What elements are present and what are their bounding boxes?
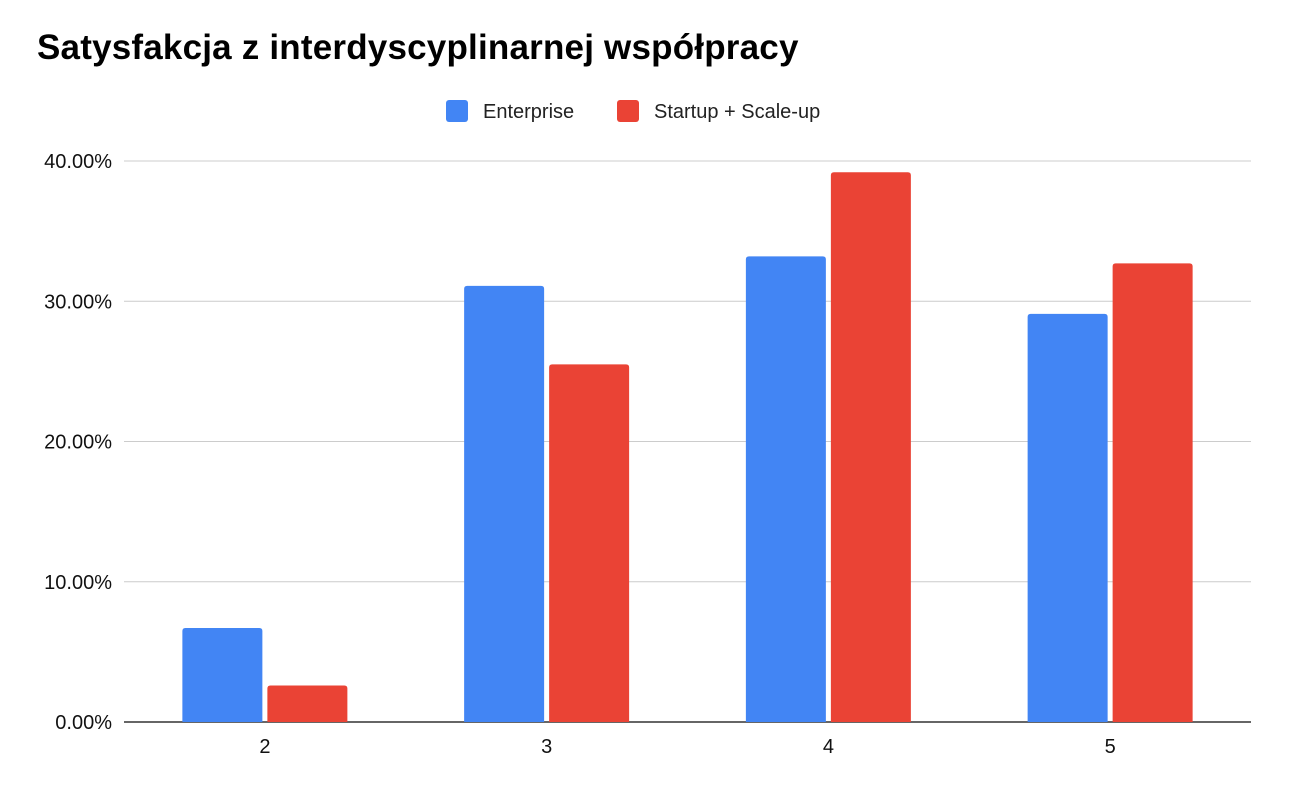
y-tick-label: 20.00%	[44, 432, 112, 454]
bars	[182, 172, 1193, 723]
x-tick-label: 5	[1105, 736, 1116, 758]
bar-startup-scale-up-2	[267, 685, 348, 722]
y-tick-label: 10.00%	[44, 572, 112, 594]
legend: Enterprise Startup + Scale-up	[446, 100, 820, 123]
chart-title: Satysfakcja z interdyscyplinarnej współp…	[37, 28, 799, 67]
y-tick-label: 30.00%	[44, 291, 112, 313]
legend-swatch	[446, 100, 468, 122]
legend-label: Startup + Scale-up	[654, 101, 820, 123]
bar-startup-scale-up-4	[830, 172, 911, 723]
bar-startup-scale-up-5	[1112, 263, 1193, 722]
y-tick-label: 0.00%	[55, 712, 112, 734]
bar-startup-scale-up-3	[549, 364, 630, 722]
x-tick-label: 2	[259, 736, 270, 758]
bar-enterprise-2	[182, 628, 263, 722]
bar-enterprise-4	[745, 256, 826, 722]
legend-label: Enterprise	[483, 101, 574, 123]
x-tick-label: 4	[823, 736, 834, 758]
legend-swatch	[617, 100, 639, 122]
x-tick-label: 3	[541, 736, 552, 758]
y-tick-label: 40.00%	[44, 151, 112, 173]
y-axis-tick-labels: 0.00% 10.00% 20.00% 30.00% 40.00%	[44, 151, 112, 734]
bar-enterprise-5	[1027, 313, 1108, 722]
bar-enterprise-3	[464, 285, 545, 722]
x-axis-tick-labels: 2 3 4 5	[259, 736, 1115, 758]
